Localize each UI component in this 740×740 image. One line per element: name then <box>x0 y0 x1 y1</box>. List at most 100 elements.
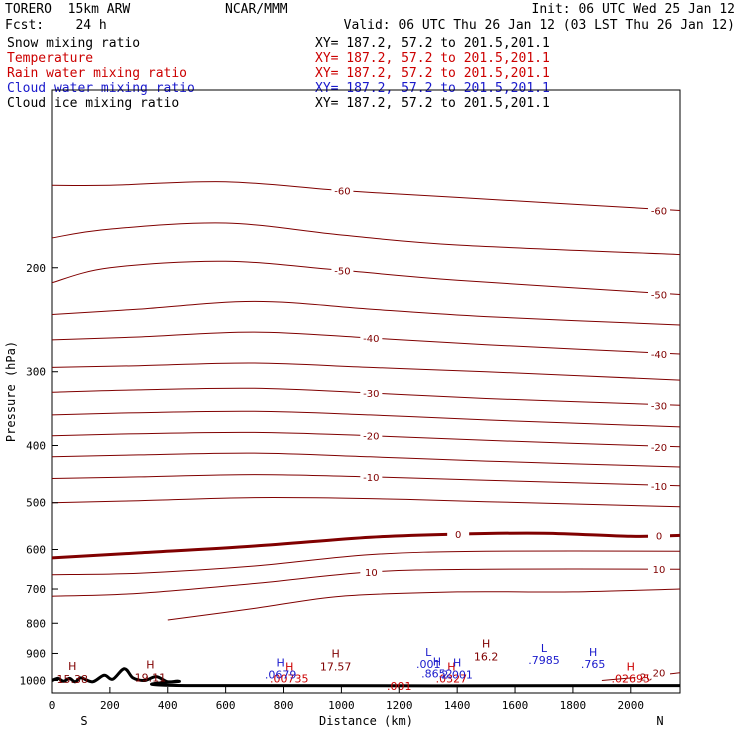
isotherm-label: -40 <box>363 334 379 345</box>
isotherm-label: -50 <box>651 291 667 302</box>
y-axis-label: Pressure (hPa) <box>4 341 18 442</box>
isotherm-line <box>51 331 681 355</box>
field-xy-rain: XY= 187.2, 57.2 to 201.5,201.1 <box>315 66 550 81</box>
mixing-extremum-label: H <box>453 657 461 670</box>
temp-max-label: H <box>68 660 76 673</box>
field-name-cloud-water: Cloud water mixing ratio <box>7 81 195 96</box>
isotherm-label: -10 <box>651 482 667 493</box>
isotherm-label-bg <box>447 527 470 541</box>
x-tick-label: 200 <box>100 699 120 712</box>
isotherm-label: -10 <box>363 473 379 484</box>
isotherm-line <box>51 474 681 487</box>
valid-time: Valid: 06 UTC Thu 26 Jan 12 (03 LST Thu … <box>343 18 735 33</box>
isotherm-label-bg <box>648 478 670 492</box>
y-tick-label: 900 <box>26 647 46 660</box>
x-tick-label: 1200 <box>386 699 413 712</box>
mixing-value-label: .8652 <box>421 667 453 680</box>
terrain-line <box>51 667 681 688</box>
mixing-value-label: .7985 <box>528 654 560 667</box>
x-tick-label: 1000 <box>328 699 355 712</box>
y-tick-label: 800 <box>26 617 46 630</box>
isotherm-label-bg <box>360 469 383 483</box>
isotherm-label-bg <box>648 287 670 301</box>
mixing-extremum-label: H <box>285 660 293 673</box>
center-title: NCAR/MMM <box>225 2 288 17</box>
isotherm-label-bg <box>331 183 354 197</box>
mixing-value-label: .02695 <box>612 672 651 685</box>
north-label: N <box>656 714 663 728</box>
y-tick-label: 700 <box>26 583 46 596</box>
isotherm-line <box>51 410 681 428</box>
isotherm-label-bg <box>648 528 670 542</box>
isotherm-label-bg <box>360 428 383 442</box>
isotherm-label-bg <box>648 665 670 679</box>
mixing-value-label: .00735 <box>270 672 309 685</box>
field-xy-cloud-water: XY= 187.2, 57.2 to 201.5,201.1 <box>315 81 550 96</box>
isotherm-label-bg <box>648 562 670 576</box>
isotherm-label: -20 <box>363 432 379 443</box>
mixing-value-label: .765 <box>581 658 606 671</box>
isotherm-label: -20 <box>651 443 667 454</box>
isotherm-line <box>51 300 681 326</box>
isotherm-label: 0 <box>455 530 461 541</box>
isotherm-line <box>51 362 681 381</box>
field-xy-cloud-ice: XY= 187.2, 57.2 to 201.5,201.1 <box>315 96 550 111</box>
mixing-extremum-label: H <box>433 655 441 668</box>
isotherm-label: -60 <box>334 187 350 198</box>
temp-max-label: H <box>146 659 154 672</box>
temp-max-label: H <box>482 638 490 651</box>
isotherm-label: 10 <box>365 568 378 579</box>
isotherm-label: 0 <box>656 531 662 542</box>
isotherm-label: -30 <box>363 389 379 400</box>
isotherm-line <box>167 588 681 621</box>
mixing-value-label: 2.001 <box>441 669 473 682</box>
x-tick-label: 1400 <box>444 699 471 712</box>
isotherm-label: 10 <box>653 565 666 576</box>
mixing-extremum-label: H <box>276 657 284 670</box>
y-tick-label: 500 <box>26 497 46 510</box>
mixing-extremum-label: H <box>447 660 455 673</box>
mixing-value-label: .001 <box>416 658 441 671</box>
isotherm-line <box>51 568 681 597</box>
mixing-extremum-label: L <box>425 646 432 659</box>
south-label: S <box>80 714 87 728</box>
mixing-value-label: .001 <box>387 680 412 693</box>
y-tick-label: 1000 <box>20 674 47 687</box>
init-time: Init: 06 UTC Wed 25 Jan 12 <box>531 2 736 17</box>
isotherm-line <box>51 387 681 406</box>
x-axis-label: Distance (km) <box>319 714 413 728</box>
x-tick-label: 1600 <box>502 699 529 712</box>
y-tick-label: 400 <box>26 440 46 453</box>
field-name-rain: Rain water mixing ratio <box>7 66 188 81</box>
isotherm-line <box>51 222 681 256</box>
field-xy-snow: XY= 187.2, 57.2 to 201.5,201.1 <box>315 36 550 51</box>
x-tick-label: 400 <box>158 699 178 712</box>
field-xy-temperature: XY= 187.2, 57.2 to 201.5,201.1 <box>315 51 550 66</box>
isotherm-label: 20 <box>653 669 666 680</box>
plot-frame <box>51 89 681 694</box>
temp-max-value: 16.2 <box>474 651 499 664</box>
isotherm-label-bg <box>648 439 670 453</box>
isotherm-line <box>51 181 681 211</box>
isotherm-line <box>51 496 681 508</box>
isotherm-label-bg <box>360 330 383 344</box>
x-tick-label: 0 <box>49 699 56 712</box>
isotherm-line <box>51 550 681 576</box>
isotherm-label: -50 <box>334 266 350 277</box>
field-name-snow: Snow mixing ratio <box>7 36 141 51</box>
temp-max-value: 15.38 <box>57 673 89 686</box>
isotherm-label: -30 <box>651 401 667 412</box>
isotherm-label: -40 <box>651 350 667 361</box>
isotherm-label-bg <box>648 398 670 412</box>
x-tick-label: 2000 <box>618 699 645 712</box>
y-tick-label: 300 <box>26 366 46 379</box>
isotherm-line <box>51 531 681 560</box>
isotherm-line <box>51 452 681 468</box>
temp-max-label: H <box>331 648 339 661</box>
x-tick-label: 1800 <box>560 699 587 712</box>
mixing-value-label: .0679 <box>265 669 297 682</box>
temp-max-value: 17.57 <box>320 661 352 674</box>
field-name-temperature: Temperature <box>7 51 94 66</box>
isotherm-label-bg <box>648 203 670 217</box>
isotherm-label-bg <box>648 347 670 361</box>
